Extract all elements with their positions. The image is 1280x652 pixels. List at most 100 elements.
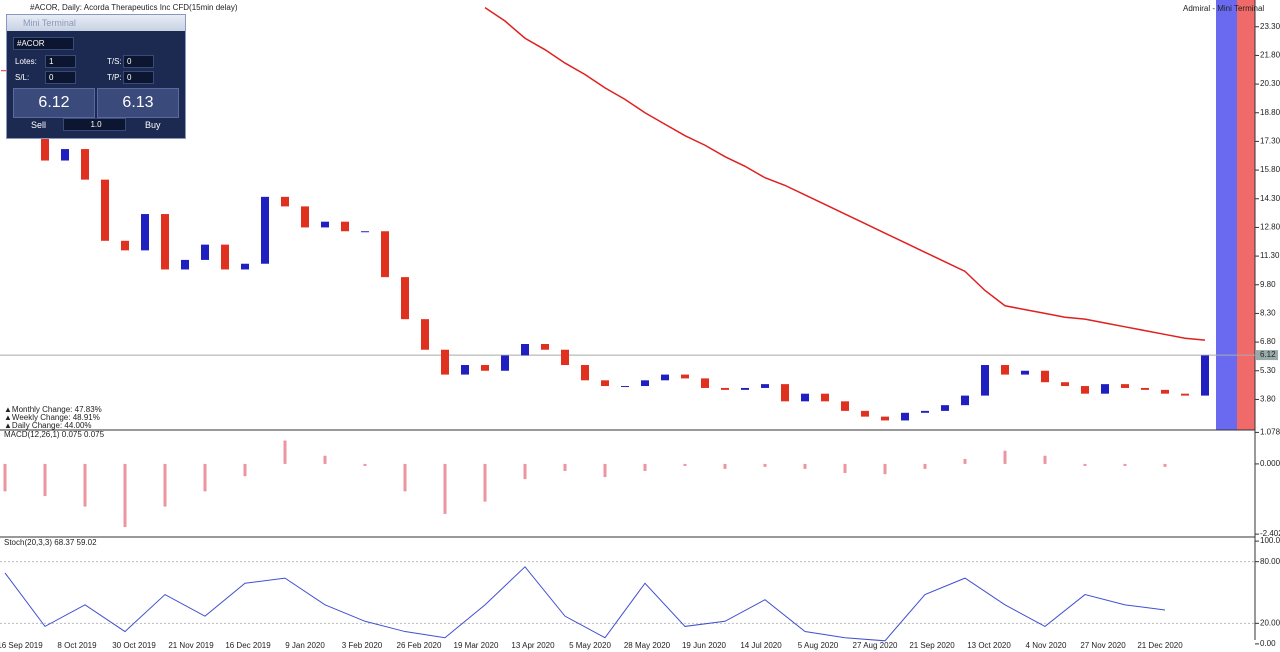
candle xyxy=(481,365,489,371)
candle xyxy=(421,319,429,350)
candle xyxy=(341,221,349,232)
x-tick-label: 13 Oct 2020 xyxy=(967,641,1011,650)
y-tick-label: 5.30 xyxy=(1260,366,1276,375)
x-tick-label: 4 Nov 2020 xyxy=(1026,641,1067,650)
x-tick-label: 14 Jul 2020 xyxy=(740,641,782,650)
y-tick-label: 6.80 xyxy=(1260,337,1276,346)
candle xyxy=(401,277,409,320)
candle xyxy=(521,344,529,356)
candle xyxy=(301,206,309,228)
candle xyxy=(961,395,969,406)
stoch-label: Stoch(20,3,3) 68.37 59.02 xyxy=(4,538,97,547)
y-tick-label: 11.30 xyxy=(1260,251,1280,260)
chart-header: #ACOR, Daily: Acorda Therapeutics Inc CF… xyxy=(30,3,238,12)
x-tick-label: 16 Dec 2019 xyxy=(225,641,271,650)
y-tick-label: 3.80 xyxy=(1260,395,1276,404)
tp-label: T/P: xyxy=(107,73,122,82)
y-tick-label: 9.80 xyxy=(1260,280,1276,289)
sl-label: S/L: xyxy=(15,73,30,82)
candle xyxy=(701,378,709,388)
buy-price[interactable]: 6.13 xyxy=(97,88,179,118)
stoch-line xyxy=(4,566,1166,642)
window-title: Mini Terminal xyxy=(7,15,185,31)
moving-average xyxy=(484,7,1206,341)
candle xyxy=(1081,386,1089,394)
candle xyxy=(1021,370,1029,375)
sell-price[interactable]: 6.12 xyxy=(13,88,95,118)
x-tick-label: 30 Oct 2019 xyxy=(112,641,156,650)
y-tick-label: 0.000 xyxy=(1260,459,1280,468)
change-label: ▲Weekly Change: 48.91% xyxy=(4,413,100,422)
candle xyxy=(541,344,549,350)
y-tick-label: -2.402 xyxy=(1260,529,1280,538)
candle xyxy=(461,365,469,375)
candle xyxy=(261,196,269,264)
symbol[interactable]: #ACOR xyxy=(13,37,74,50)
x-tick-label: 13 Apr 2020 xyxy=(511,641,555,650)
candle xyxy=(281,196,289,207)
current-price-label: 6.12 xyxy=(1260,350,1276,359)
x-tick-label: 21 Dec 2020 xyxy=(1137,641,1183,650)
candle xyxy=(101,179,109,241)
x-tick-label: 9 Jan 2020 xyxy=(285,641,325,650)
candle xyxy=(981,365,989,396)
candle xyxy=(901,412,909,421)
red-panel xyxy=(1237,0,1255,430)
mini-terminal: Mini Terminal #ACOR Lotes: 1 T/S: 0 S/L:… xyxy=(6,14,186,139)
x-tick-label: 5 May 2020 xyxy=(569,641,611,650)
candle xyxy=(641,380,649,387)
candle xyxy=(241,263,249,270)
candle xyxy=(1061,382,1069,387)
x-tick-label: 21 Sep 2020 xyxy=(909,641,955,650)
macd-label: MACD(12,26,1) 0.075 0.075 xyxy=(4,430,105,439)
candle xyxy=(121,240,129,251)
candle xyxy=(1101,384,1109,394)
x-tick-label: 5 Aug 2020 xyxy=(798,641,839,650)
tp[interactable]: 0 xyxy=(123,71,154,84)
x-tick-label: 19 Jun 2020 xyxy=(682,641,727,650)
y-tick-label: 80.00 xyxy=(1260,557,1280,566)
x-tick-label: 28 May 2020 xyxy=(624,641,671,650)
candle xyxy=(201,244,209,260)
candle xyxy=(1041,370,1049,383)
y-tick-label: 23.30 xyxy=(1260,22,1280,31)
change-label: ▲Monthly Change: 47.83% xyxy=(4,405,102,414)
candle xyxy=(661,374,669,381)
x-tick-label: 8 Oct 2019 xyxy=(57,641,97,650)
lots[interactable]: 1 xyxy=(45,55,76,68)
candle xyxy=(601,380,609,387)
ts[interactable]: 0 xyxy=(123,55,154,68)
candle xyxy=(321,221,329,228)
candle xyxy=(801,393,809,402)
candle xyxy=(1001,365,1009,375)
candle xyxy=(921,410,929,413)
candle xyxy=(881,416,889,421)
lots-label: Lotes: xyxy=(15,57,37,66)
candle xyxy=(841,401,849,411)
volume[interactable]: 1.0 xyxy=(63,118,126,131)
change-label: ▲Daily Change: 44.00% xyxy=(4,421,92,430)
y-tick-label: 8.30 xyxy=(1260,309,1276,318)
candle xyxy=(861,410,869,417)
buy-button[interactable]: Buy xyxy=(145,120,161,130)
y-tick-label: 20.30 xyxy=(1260,79,1280,88)
candle xyxy=(61,149,69,161)
y-tick-label: 21.80 xyxy=(1260,51,1280,60)
y-tick-label: 15.80 xyxy=(1260,165,1280,174)
x-tick-label: 21 Nov 2019 xyxy=(168,641,214,650)
sl[interactable]: 0 xyxy=(45,71,76,84)
candle xyxy=(381,231,389,278)
x-tick-label: 27 Nov 2020 xyxy=(1080,641,1126,650)
candle xyxy=(761,384,769,388)
candle xyxy=(561,349,569,366)
candle xyxy=(221,244,229,270)
y-tick-label: 100.00 xyxy=(1260,536,1280,545)
x-tick-label: 26 Feb 2020 xyxy=(397,641,442,650)
candle xyxy=(181,259,189,270)
candle xyxy=(441,349,449,375)
sell-button[interactable]: Sell xyxy=(31,120,47,130)
candle xyxy=(1121,384,1129,388)
x-tick-label: 16 Sep 2019 xyxy=(0,641,43,650)
